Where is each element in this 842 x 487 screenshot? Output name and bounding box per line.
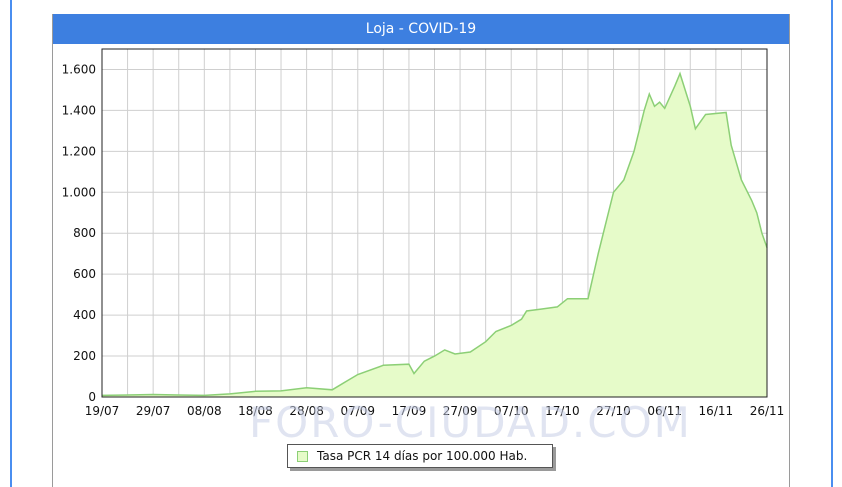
right-frame-line: [831, 0, 833, 487]
series-area: [102, 73, 767, 397]
x-tick-label: 17/10: [545, 404, 580, 418]
x-tick-label: 26/11: [750, 404, 785, 418]
x-tick-label: 18/08: [238, 404, 273, 418]
y-tick-label: 1.200: [62, 144, 96, 158]
y-tick-label: 1.000: [62, 185, 96, 199]
legend: Tasa PCR 14 días por 100.000 Hab.: [287, 444, 553, 468]
x-tick-label: 06/11: [647, 404, 682, 418]
left-frame-line: [10, 0, 12, 487]
legend-label: Tasa PCR 14 días por 100.000 Hab.: [317, 449, 528, 463]
x-tick-label: 08/08: [187, 404, 222, 418]
y-tick-label: 1.600: [62, 62, 96, 76]
y-tick-label: 200: [73, 349, 96, 363]
x-tick-label: 19/07: [85, 404, 120, 418]
x-tick-label: 29/07: [136, 404, 171, 418]
y-tick-label: 600: [73, 267, 96, 281]
plot-border: [101, 48, 768, 398]
x-tick-label: 27/10: [596, 404, 631, 418]
y-tick-label: 400: [73, 308, 96, 322]
x-tick-label: 28/08: [289, 404, 324, 418]
x-tick-label: 07/10: [494, 404, 529, 418]
y-tick-label: 800: [73, 226, 96, 240]
series-line: [101, 71, 768, 397]
x-tick-label: 07/09: [340, 404, 375, 418]
chart-title: Loja - COVID-19: [53, 14, 789, 44]
chart-svg: 0 200 400 600 800 1.000 1.200 1.400 1.600 19/07 29…: [62, 48, 785, 418]
x-tick-label: 17/09: [392, 404, 427, 418]
x-tick-label: 27/09: [443, 404, 478, 418]
watermark-text: FORO-CIUDAD.COM: [249, 398, 692, 447]
x-tick-label: 16/11: [699, 404, 734, 418]
y-tick-label: 1.400: [62, 103, 96, 117]
y-tick-label: 0: [88, 390, 96, 404]
chart-panel: Loja - COVID-19 0 200 400 600 800 1.000 1.200 1…: [52, 14, 790, 487]
legend-swatch: [297, 450, 308, 462]
